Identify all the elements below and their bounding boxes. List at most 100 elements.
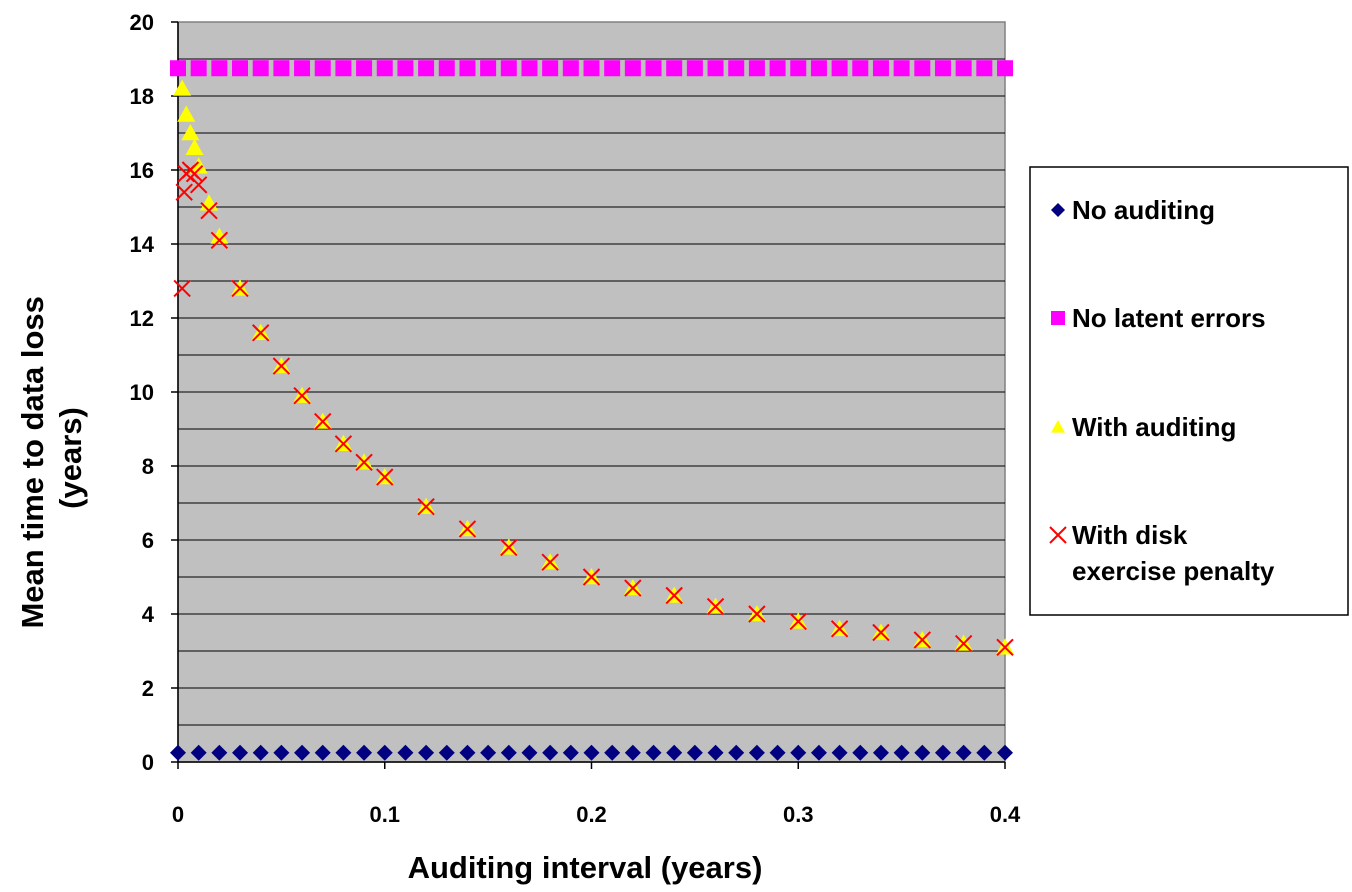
data-point — [830, 620, 849, 638]
data-point — [686, 744, 703, 761]
data-point — [273, 60, 290, 77]
data-point — [232, 744, 249, 761]
data-point — [500, 744, 517, 761]
data-point — [252, 744, 269, 761]
data-point — [210, 227, 229, 244]
data-point — [583, 60, 600, 77]
data-point — [272, 357, 291, 375]
data-point — [872, 744, 889, 761]
x-tick-label: 0.1 — [369, 802, 400, 827]
data-point — [200, 201, 218, 220]
data-point — [294, 744, 311, 761]
data-point — [252, 60, 269, 77]
x-axis-title: Auditing interval (years) — [408, 850, 763, 885]
data-point — [314, 412, 332, 431]
data-point — [190, 744, 207, 761]
data-series — [170, 60, 1014, 761]
y-tick-label: 20 — [130, 10, 154, 35]
legend-marker-square — [1051, 311, 1065, 325]
legend-marker-x — [1049, 526, 1067, 544]
data-point — [955, 744, 972, 761]
data-point — [872, 60, 889, 77]
data-point — [438, 60, 455, 77]
y-tick-label: 8 — [142, 454, 154, 479]
legend-markers — [1049, 203, 1067, 544]
data-point — [769, 60, 786, 77]
data-point — [175, 183, 193, 201]
data-point — [173, 79, 192, 96]
data-point — [376, 60, 393, 77]
data-point — [500, 60, 517, 77]
data-point — [170, 744, 186, 761]
data-point — [893, 744, 910, 761]
data-point — [356, 60, 373, 77]
data-point — [624, 60, 641, 77]
y-tick-label: 18 — [130, 84, 154, 109]
data-point — [417, 497, 435, 516]
data-point — [769, 744, 786, 761]
data-point — [976, 744, 993, 761]
data-point — [480, 744, 497, 761]
data-point — [356, 744, 373, 761]
axes — [171, 21, 1006, 769]
y-tick-label: 0 — [142, 750, 154, 775]
data-point — [893, 60, 910, 77]
data-point — [914, 744, 931, 761]
data-point — [500, 538, 518, 557]
data-point — [707, 60, 724, 77]
data-point — [542, 60, 559, 77]
data-point — [335, 744, 352, 761]
data-point — [748, 60, 765, 77]
legend-label-line-1: With disk — [1072, 520, 1188, 550]
y-tick-labels: 0 2 4 6 8 10 12 14 16 18 20 — [130, 10, 155, 775]
data-point — [666, 60, 683, 77]
data-point — [185, 138, 204, 155]
data-point — [997, 744, 1013, 761]
y-tick-label: 2 — [142, 676, 154, 701]
data-point — [181, 124, 200, 141]
legend-box — [1029, 166, 1349, 616]
data-point — [418, 60, 435, 77]
data-point — [376, 744, 393, 761]
x-tick-label: 0.4 — [990, 802, 1021, 827]
data-point — [913, 631, 932, 649]
data-point — [231, 279, 249, 298]
data-point — [996, 638, 1014, 657]
data-point — [707, 744, 724, 761]
data-point — [976, 60, 993, 77]
x-tick-label: 0 — [172, 802, 184, 827]
data-point — [211, 60, 228, 77]
data-point — [728, 744, 745, 761]
data-point — [376, 468, 394, 486]
data-point — [334, 435, 353, 453]
data-point — [748, 744, 765, 761]
data-point — [666, 744, 683, 761]
series-0 — [170, 744, 1013, 761]
data-point — [480, 60, 497, 77]
data-point — [790, 744, 807, 761]
data-point — [397, 60, 414, 77]
series-3 — [173, 161, 1014, 657]
y-tick-label: 14 — [130, 232, 155, 257]
data-point — [790, 60, 807, 77]
data-point — [997, 60, 1013, 77]
data-point — [686, 60, 703, 77]
legend-label-line-2: exercise penalty — [1072, 556, 1275, 586]
data-point — [210, 231, 229, 250]
data-point — [314, 744, 331, 761]
data-point — [173, 279, 191, 298]
data-point — [831, 60, 848, 77]
data-point — [831, 744, 848, 761]
data-point — [852, 60, 869, 77]
data-point — [582, 568, 601, 586]
data-point — [665, 586, 683, 605]
data-point — [954, 634, 973, 653]
data-point — [645, 744, 662, 761]
data-point — [177, 105, 196, 122]
data-point — [521, 744, 538, 761]
data-point — [418, 744, 435, 761]
data-point — [934, 60, 951, 77]
data-point — [190, 60, 207, 77]
data-point — [232, 60, 249, 77]
